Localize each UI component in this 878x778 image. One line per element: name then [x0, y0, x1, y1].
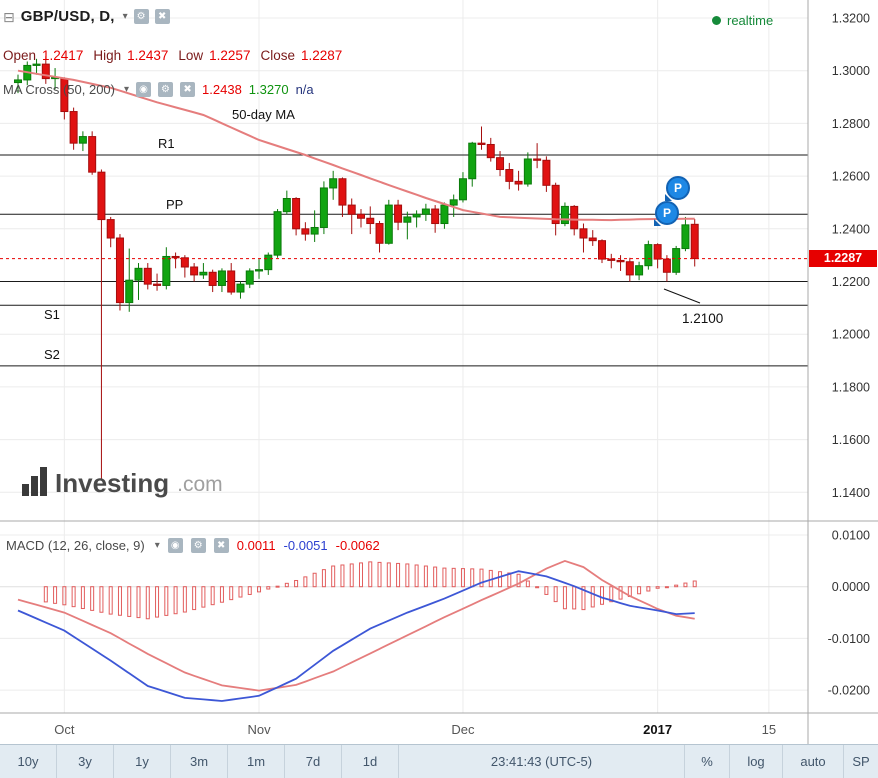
- price-alert-marker[interactable]: P: [655, 201, 679, 225]
- pivot-s1-label: S1: [44, 307, 60, 322]
- percent-scale-button[interactable]: %: [684, 745, 729, 778]
- svg-text:Dec: Dec: [451, 722, 475, 737]
- svg-text:0.0100: 0.0100: [832, 529, 870, 543]
- chevron-down-icon[interactable]: ▾: [154, 540, 160, 551]
- svg-text:Nov: Nov: [247, 722, 271, 737]
- pivot-s2-label: S2: [44, 347, 60, 362]
- visibility-icon[interactable]: ◉: [167, 538, 183, 553]
- svg-text:2017: 2017: [643, 722, 672, 737]
- ma-cross-label[interactable]: MA Cross (50, 200): [3, 82, 115, 97]
- realtime-dot-icon: [712, 16, 721, 25]
- ma-cross-row: MA Cross (50, 200) ▾ ◉ ⚙ ✖ 1.2438 1.3270…: [3, 82, 314, 97]
- range-button-10y[interactable]: 10y: [0, 745, 57, 778]
- support-price-callout: 1.2100: [682, 311, 724, 326]
- range-button-3y[interactable]: 3y: [57, 745, 114, 778]
- watermark: Investing .com: [22, 466, 223, 496]
- svg-text:1.1600: 1.1600: [832, 433, 870, 447]
- svg-text:1.2400: 1.2400: [832, 222, 870, 236]
- symbol-title[interactable]: GBP/USD, D,: [20, 8, 115, 25]
- chevron-down-icon[interactable]: ▾: [122, 11, 128, 22]
- realtime-label: realtime: [727, 13, 774, 28]
- svg-text:1.2600: 1.2600: [832, 170, 870, 184]
- settings-icon[interactable]: ⚙: [158, 82, 174, 97]
- ohlc-high-label: High: [93, 48, 122, 63]
- ohlc-low-value: 1.2257: [209, 48, 251, 63]
- realtime-indicator: realtime: [712, 13, 773, 28]
- log-scale-button[interactable]: log: [729, 745, 782, 778]
- price-alert-marker[interactable]: P: [666, 176, 690, 200]
- range-button-1y[interactable]: 1y: [114, 745, 171, 778]
- pivot-r1-label: R1: [158, 136, 175, 151]
- watermark-name: Investing: [55, 468, 170, 498]
- settings-icon[interactable]: ⚙: [133, 9, 149, 24]
- ohlc-open-label: Open: [3, 48, 37, 63]
- svg-text:Oct: Oct: [54, 722, 75, 737]
- last-price-badge: 1.2287: [809, 250, 877, 267]
- macd-hist-value: 0.0011: [236, 538, 276, 553]
- close-icon[interactable]: ✖: [180, 82, 196, 97]
- svg-text:1.2800: 1.2800: [832, 117, 870, 131]
- chart-toolbar: 10y 3y 1y 3m 1m 7d 1d 23:41:43 (UTC-5) %…: [0, 744, 878, 778]
- ma50-value: 1.2438: [202, 82, 242, 97]
- ohlc-low-label: Low: [178, 48, 204, 63]
- svg-text:-0.0100: -0.0100: [828, 632, 870, 646]
- price-chart-canvas[interactable]: 1.3200 1.3000 1.2800 1.2600 1.2400 1.2200 1.20…: [0, 0, 878, 744]
- svg-text:1.3200: 1.3200: [832, 12, 870, 26]
- ma-cross-na-value: n/a: [295, 82, 314, 97]
- symbol-title-row: ⊟ GBP/USD, D, ▾ ⚙ ✖: [3, 8, 170, 25]
- ohlc-high-value: 1.2437: [127, 48, 169, 63]
- clock: 23:41:43 (UTC-5): [490, 754, 593, 769]
- ohlc-row: Open 1.2417 High 1.2437 Low 1.2257 Close…: [3, 48, 346, 63]
- svg-text:1.2200: 1.2200: [832, 275, 870, 289]
- svg-text:1.3000: 1.3000: [832, 64, 870, 78]
- close-icon[interactable]: ✖: [154, 9, 170, 24]
- range-button-1d[interactable]: 1d: [342, 745, 399, 778]
- settings-icon[interactable]: ⚙: [190, 538, 206, 553]
- macd-line-value: -0.0051: [283, 538, 328, 553]
- svg-text:15: 15: [762, 722, 776, 737]
- svg-text:1.1800: 1.1800: [832, 380, 870, 394]
- panel-collapse-icon[interactable]: ⊟: [3, 8, 15, 25]
- macd-row: MACD (12, 26, close, 9) ▾ ◉ ⚙ ✖ 0.0011 -…: [6, 538, 380, 553]
- macd-label[interactable]: MACD (12, 26, close, 9): [6, 538, 145, 553]
- ohlc-close-label: Close: [260, 48, 295, 63]
- macd-signal-value: -0.0062: [335, 538, 380, 553]
- ohlc-open-value: 1.2417: [42, 48, 84, 63]
- range-button-7d[interactable]: 7d: [285, 745, 342, 778]
- visibility-icon[interactable]: ◉: [136, 82, 152, 97]
- range-button-1m[interactable]: 1m: [228, 745, 285, 778]
- chart-plot-svg[interactable]: 1.3200 1.3000 1.2800 1.2600 1.2400 1.2200 1.20…: [0, 0, 878, 744]
- range-button-3m[interactable]: 3m: [171, 745, 228, 778]
- svg-text:1.2000: 1.2000: [832, 328, 870, 342]
- auto-scale-button[interactable]: auto: [782, 745, 843, 778]
- svg-text:-0.0200: -0.0200: [828, 684, 870, 698]
- ma50-annotation-label: 50-day MA: [232, 107, 295, 122]
- svg-text:1.1400: 1.1400: [832, 486, 870, 500]
- close-icon[interactable]: ✖: [213, 538, 229, 553]
- ohlc-close-value: 1.2287: [300, 48, 343, 63]
- svg-text:0.0000: 0.0000: [832, 580, 870, 594]
- watermark-tld: .com: [177, 473, 223, 496]
- chevron-down-icon[interactable]: ▾: [124, 84, 130, 95]
- sp-button[interactable]: SP: [843, 745, 878, 778]
- pivot-pp-label: PP: [166, 197, 184, 212]
- ma200-value: 1.3270: [248, 82, 289, 97]
- investing-logo-icon: [22, 466, 47, 496]
